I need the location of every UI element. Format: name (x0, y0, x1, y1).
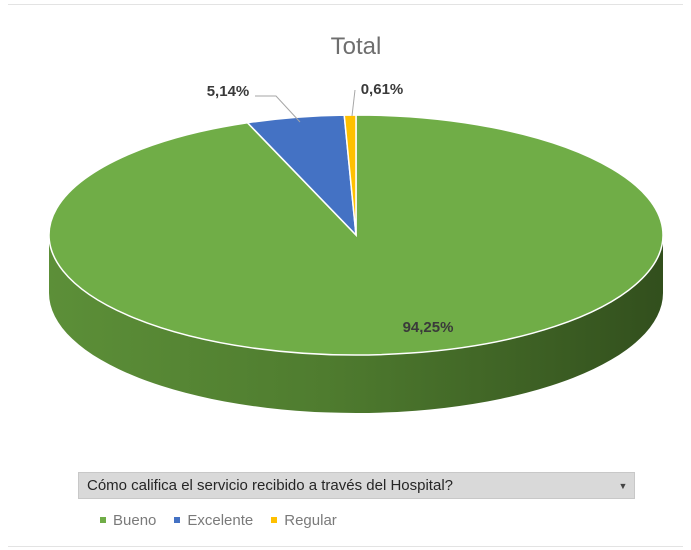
top-divider (8, 4, 683, 5)
leader-line-excelente (255, 95, 301, 123)
legend: Bueno Excelente Regular (100, 508, 337, 532)
legend-label: Bueno (113, 511, 157, 529)
legend-item-excelente: Excelente (174, 512, 253, 529)
filter-dropdown[interactable]: Cómo califica el servicio recibido a tra… (78, 472, 635, 499)
pie-slice-regular (343, 114, 357, 236)
triangle-down-icon[interactable]: ▼ (618, 480, 628, 491)
pie-chart: Total 94,25% 5,14% 0,61% (48, 33, 664, 413)
filter-label: Cómo califica el servicio recibido a tra… (87, 477, 453, 494)
data-label-excelente: 5,14% (207, 83, 250, 100)
legend-label: Excelente (187, 511, 254, 529)
data-label-bueno: 94,25% (403, 319, 454, 336)
bottom-divider (8, 546, 683, 547)
leader-line-regular (351, 89, 356, 117)
legend-label: Regular (284, 511, 337, 529)
pie-side-bueno (49, 235, 663, 413)
legend-swatch (271, 517, 278, 523)
legend-item-bueno: Bueno (100, 512, 156, 529)
legend-swatch (100, 517, 106, 523)
data-label-regular: 0,61% (361, 81, 404, 98)
legend-item-regular: Regular (271, 512, 337, 529)
chart-title: Total (331, 33, 382, 60)
legend-swatch (174, 517, 181, 523)
